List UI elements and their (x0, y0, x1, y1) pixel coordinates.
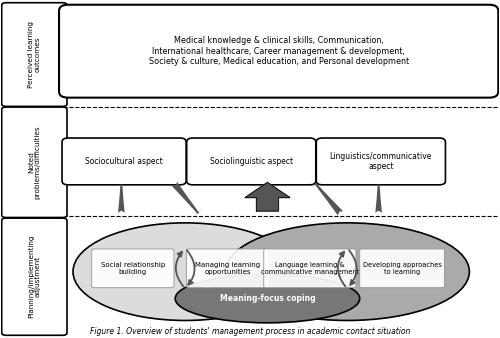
FancyBboxPatch shape (360, 249, 444, 288)
Text: Managing learning
opportunities: Managing learning opportunities (195, 262, 260, 275)
Text: Figure 1. Overview of students' management process in academic contact situation: Figure 1. Overview of students' manageme… (90, 327, 410, 336)
FancyBboxPatch shape (2, 107, 67, 217)
FancyBboxPatch shape (62, 138, 186, 185)
Text: Planning/implementing
adjustment: Planning/implementing adjustment (28, 235, 41, 318)
Text: Social relationship
building: Social relationship building (100, 262, 165, 275)
Ellipse shape (73, 223, 298, 320)
Text: Sociocultural aspect: Sociocultural aspect (85, 157, 163, 166)
Text: Language learning &
communicative management: Language learning & communicative manage… (260, 262, 359, 275)
FancyBboxPatch shape (92, 249, 174, 288)
Polygon shape (245, 183, 290, 211)
FancyBboxPatch shape (316, 138, 446, 185)
Text: Medical knowledge & clinical skills, Communication,
International healthcare, Ca: Medical knowledge & clinical skills, Com… (148, 36, 408, 66)
Text: Meaning-focus coping: Meaning-focus coping (220, 294, 316, 303)
Text: Sociolinguistic aspect: Sociolinguistic aspect (210, 157, 293, 166)
FancyBboxPatch shape (2, 218, 67, 335)
FancyBboxPatch shape (186, 249, 268, 288)
FancyBboxPatch shape (2, 3, 67, 106)
FancyBboxPatch shape (59, 5, 498, 98)
FancyBboxPatch shape (264, 249, 356, 288)
Text: Noted
problems/difficulties: Noted problems/difficulties (28, 125, 41, 199)
Ellipse shape (175, 274, 360, 323)
Ellipse shape (225, 223, 470, 320)
FancyBboxPatch shape (186, 138, 316, 185)
Text: Perceived learning
outcomes: Perceived learning outcomes (28, 21, 41, 88)
Text: Linguistics/communicative
aspect: Linguistics/communicative aspect (330, 152, 432, 171)
Text: Developing approaches
to learning: Developing approaches to learning (362, 262, 442, 275)
